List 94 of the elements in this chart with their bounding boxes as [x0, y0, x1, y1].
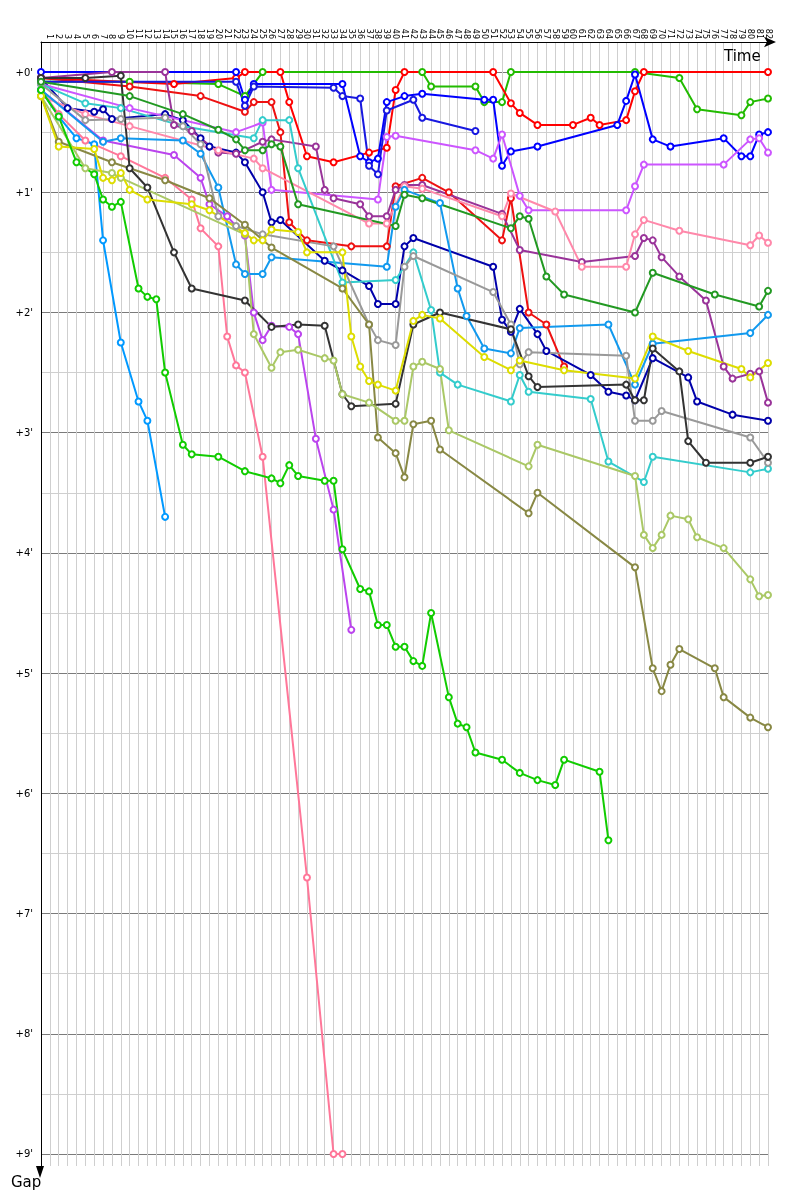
x-tick-label: 79 [736, 28, 746, 39]
y-tick-label: +1' [15, 186, 33, 198]
x-tick-label: 62 [586, 28, 596, 39]
x-tick-label: 57 [541, 28, 551, 39]
x-tick-label: 52 [497, 28, 507, 39]
x-tick-label: 11 [134, 28, 144, 39]
x-tick-label: 23 [240, 28, 250, 39]
x-tick-label: 3 [63, 33, 73, 39]
x-tick-label: 20 [213, 28, 223, 39]
x-tick-label: 1 [45, 33, 55, 39]
x-tick-label: 51 [488, 28, 498, 39]
x-tick-label: 48 [462, 28, 472, 39]
x-axis-title: Time [723, 46, 761, 65]
x-tick-label: 53 [506, 28, 516, 39]
x-tick-label: 29 [293, 28, 303, 39]
x-tick-label: 8 [107, 33, 117, 39]
x-tick-label: 36 [355, 28, 365, 39]
x-tick-label: 4 [71, 33, 81, 39]
y-tick-label: +4' [15, 547, 33, 559]
x-tick-label: 61 [577, 28, 587, 39]
x-tick-label: 82 [763, 28, 773, 39]
y-tick-label: +2' [15, 306, 33, 318]
x-tick-label: 13 [151, 28, 161, 39]
x-tick-label: 28 [284, 28, 294, 39]
x-tick-label: 33 [329, 28, 339, 39]
x-tick-label: 42 [408, 28, 418, 39]
x-tick-label: 49 [470, 28, 480, 39]
x-tick-label: 45 [435, 28, 445, 39]
x-tick-label: 27 [275, 28, 285, 39]
x-tick-label: 55 [524, 28, 534, 39]
x-tick-label: 66 [621, 28, 631, 39]
y-tick-label: +5' [15, 667, 33, 679]
x-tick-label: 40 [391, 28, 401, 39]
x-tick-label: 56 [532, 28, 542, 39]
x-tick-label: 6 [89, 33, 99, 39]
y-tick-label: +0' [15, 66, 33, 78]
x-tick-label: 39 [382, 28, 392, 39]
x-tick-label: 41 [400, 28, 409, 39]
x-tick-label: 68 [639, 28, 649, 39]
x-tick-label: 16 [178, 28, 188, 39]
x-tick-label: 71 [665, 28, 675, 39]
x-tick-label: 31 [311, 28, 321, 39]
x-tick-label: 30 [302, 28, 312, 39]
x-tick-label: 73 [683, 28, 693, 39]
x-tick-label: 38 [373, 28, 383, 39]
x-tick-label: 77 [719, 28, 729, 39]
x-tick-label: 58 [550, 28, 560, 39]
y-tick-label: +3' [15, 427, 33, 439]
x-tick-label: 21 [222, 28, 232, 39]
x-tick-label: 46 [444, 28, 454, 39]
x-tick-label: 14 [160, 28, 170, 39]
x-tick-label: 7 [98, 33, 108, 39]
x-tick-label: 70 [657, 28, 667, 39]
x-tick-label: 76 [710, 28, 720, 39]
y-tick-label: +6' [15, 787, 33, 799]
x-tick-label: 25 [258, 28, 268, 39]
x-tick-label: 18 [196, 28, 206, 39]
x-tick-label: 74 [692, 28, 702, 39]
x-tick-label: 67 [630, 28, 640, 39]
x-tick-label: 32 [320, 28, 330, 39]
x-tick-label: 65 [612, 28, 622, 39]
x-tick-label: 35 [346, 28, 356, 39]
x-tick-label: 12 [142, 28, 152, 39]
x-tick-label: 43 [417, 28, 427, 39]
x-tick-label: 59 [559, 28, 569, 39]
x-tick-label: 15 [169, 28, 179, 39]
x-tick-label: 54 [515, 28, 525, 39]
x-tick-label: 80 [745, 28, 755, 39]
x-tick-label: 5 [80, 33, 90, 39]
x-tick-label: 69 [648, 28, 658, 39]
y-tick-label: +8' [15, 1028, 33, 1040]
x-tick-label: 19 [204, 28, 214, 39]
x-tick-label: 9 [116, 33, 126, 39]
x-tick-label: 72 [674, 28, 684, 39]
x-tick-label: 10 [125, 28, 135, 39]
x-tick-label: 22 [231, 28, 241, 39]
x-tick-label: 34 [337, 28, 347, 39]
x-tick-label: 24 [249, 28, 259, 39]
x-tick-label: 75 [701, 28, 711, 39]
x-tick-label: 63 [595, 28, 605, 39]
x-tick-label: 44 [426, 28, 436, 39]
x-tick-label: 47 [453, 28, 463, 39]
x-tick-label: 60 [568, 28, 578, 39]
x-tick-label: 50 [479, 28, 489, 39]
y-tick-label: +9' [15, 1148, 33, 1160]
x-tick-label: 64 [603, 28, 613, 39]
x-tick-label: 78 [728, 28, 738, 39]
y-axis-title: Gap [11, 1172, 42, 1191]
x-tick-label: 81 [754, 28, 764, 39]
x-tick-label: 37 [364, 28, 374, 39]
y-tick-label: +7' [15, 908, 33, 920]
x-tick-label: 2 [54, 33, 64, 39]
x-tick-label: 17 [187, 28, 197, 39]
x-tick-label: 26 [267, 28, 277, 39]
